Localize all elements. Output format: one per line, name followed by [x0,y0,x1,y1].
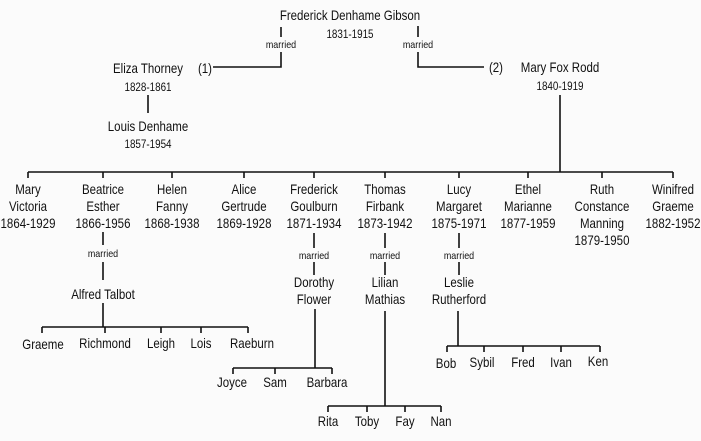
name-line: Ethel [514,181,542,197]
married-label: married [402,39,434,51]
grandchild: Barbara [306,374,348,390]
grandchild: Fay [395,413,415,429]
child-mary: Mary Victoria 1864-1929 [1,181,56,232]
name-line: Winifred [651,181,695,197]
grandchild: Graeme [22,336,64,352]
mathias-children-connector [327,311,442,412]
wife1-name: Eliza Thorney [113,60,183,76]
child-frederick: Frederick Goulburn 1871-1934 [287,181,342,232]
marriage-line-2 [417,26,484,68]
grandchild: Nan [430,413,452,429]
child-thomas: Thomas Firbank 1873-1942 [358,181,413,232]
married-label: married [298,250,330,262]
dates: 1877-1959 [500,215,556,231]
marriage-line-1 [213,27,282,68]
child-ruth: Ruth Constance Manning 1879-1950 [575,181,630,249]
dates: 1875-1971 [431,215,487,231]
name-line: Leslie [443,274,475,290]
dates: 1869-1928 [216,215,272,231]
person-name: Frederick Denhame Gibson [279,7,421,23]
name-line: Alfred Talbot [71,286,135,302]
child-helen: Helen Fanny 1868-1938 [145,181,200,232]
name-line: Lucy [446,181,472,197]
dates: 1871-1934 [286,215,342,231]
child-lucy: Lucy Margaret 1875-1971 [432,181,487,232]
grandchild: Ivan [550,354,572,370]
name-line: Fanny [156,198,188,214]
wife1-dates: 1828-1861 [124,80,172,94]
louis-dates: 1857-1954 [124,137,172,151]
child-ethel: Ethel Marianne 1877-1959 [501,181,556,232]
name-line: Beatrice [81,181,125,197]
name-line: Mary [15,181,41,197]
name-line: Mathias [364,291,406,307]
name-line: Esther [86,198,120,214]
dates: 1873-1942 [357,215,413,231]
name-line: Constance [574,198,630,214]
married-label: married [265,39,297,51]
dates: 1882-1952 [645,215,701,231]
name-line: Lilian [371,274,399,290]
name-line: Thomas [364,181,406,197]
spouse-alfred-talbot: Alfred Talbot [71,286,135,303]
grandchild: Ken [587,353,609,369]
grandchild: Richmond [79,335,131,351]
married-label: married [369,250,401,262]
name-line: Frederick [290,181,338,197]
grandchild: Sam [263,374,287,390]
name-line: Dorothy [293,274,335,290]
name-line: Rutherford [431,291,487,307]
grandchild: Sybil [469,354,495,370]
spouse-dorothy-flower: Dorothy Flower [294,274,334,308]
wife2-name: Mary Fox Rodd [520,59,600,75]
name-line: Graeme [652,198,694,214]
dates: 1868-1938 [144,215,200,231]
name-line: Alice [231,181,257,197]
grandchild: Raeburn [229,335,275,351]
name-line: Manning [579,215,625,231]
grandchild: Rita [317,413,339,429]
name-line: Helen [156,181,187,197]
grandchild: Toby [354,413,380,429]
grandchild: Leigh [146,335,176,351]
spouse-lilian-mathias: Lilian Mathias [365,274,405,308]
dates: 1879-1950 [574,232,630,248]
louis-name: Louis Denhame [107,118,189,134]
talbot-children-connector [41,303,249,333]
flower-children-connector [232,309,333,374]
name-line: Ruth [589,181,615,197]
name-line: Margaret [436,198,482,214]
name-line: Victoria [8,198,48,214]
child-beatrice: Beatrice Esther 1866-1956 [76,181,131,232]
name-line: Marianne [504,198,552,214]
name-line: Gertrude [221,198,267,214]
wife1-order: (1) [197,60,213,76]
person-dates: 1831-1915 [326,27,374,41]
children-connector [27,95,674,178]
dates: 1864-1929 [0,215,56,231]
patriarch: Frederick Denhame Gibson 1831-1915 [280,7,420,43]
child-winifred: Winifred Graeme 1882-1952 [646,181,701,232]
child-alice: Alice Gertrude 1869-1928 [217,181,272,232]
name-line: Firbank [365,198,405,214]
grandchild: Joyce [217,374,247,390]
dates: 1866-1956 [75,215,131,231]
grandchild: Bob [435,355,457,371]
wife2-dates: 1840-1919 [536,79,584,93]
grandchild: Fred [511,354,535,370]
married-label: married [87,248,119,260]
name-line: Goulburn [290,198,338,214]
name-line: Flower [296,291,332,307]
wife2-order: (2) [488,59,504,75]
spouse-leslie-rutherford: Leslie Rutherford [432,274,486,308]
rutherford-children-connector [446,311,601,352]
grandchild: Lois [190,335,212,351]
married-label: married [443,250,475,262]
